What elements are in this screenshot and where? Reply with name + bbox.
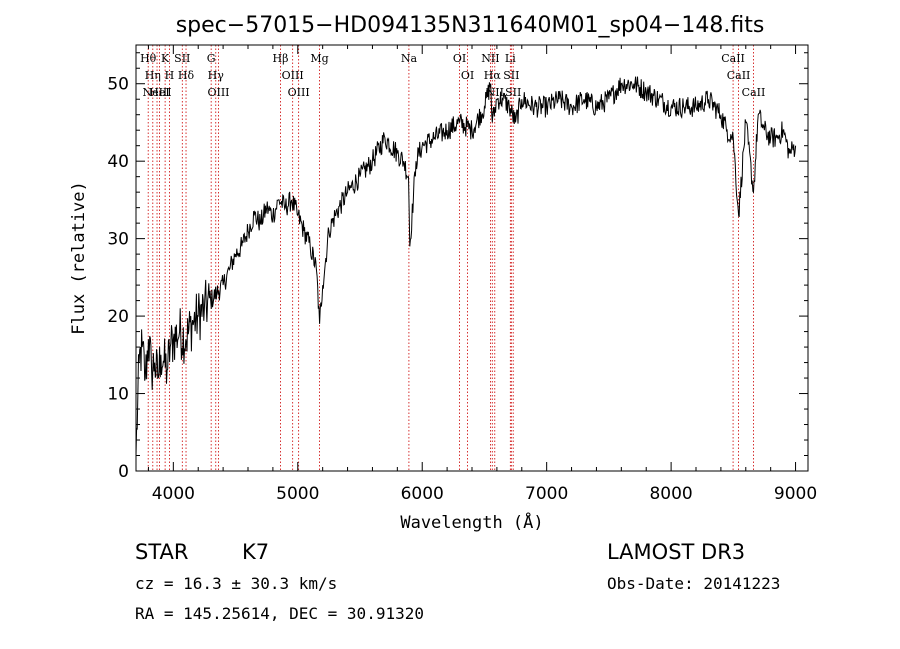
- marker-label-mg: Mg: [310, 52, 328, 65]
- y-axis-label: Flux (relative): [69, 181, 89, 335]
- marker-label-nii: NII: [486, 86, 504, 99]
- marker-label-g: G: [207, 52, 216, 65]
- marker-label-li: Li: [505, 52, 516, 65]
- y-tick-label: 10: [107, 385, 129, 405]
- marker-label-caii: CaII: [721, 52, 745, 65]
- marker-label-hη: Hη: [145, 69, 161, 82]
- marker-label-hβ: Hβ: [273, 52, 289, 65]
- x-tick-label: 6000: [401, 484, 444, 504]
- redshift-cz: cz = 16.3 ± 30.3 km/s: [135, 574, 337, 593]
- x-tick-label: 8000: [649, 484, 692, 504]
- x-axis-label: Wavelength (Å): [400, 511, 543, 533]
- marker-label-hα: Hα: [484, 69, 502, 82]
- spectrum-line: [135, 76, 797, 456]
- marker-label-na: Na: [401, 52, 418, 65]
- y-axis-ticks: 0 10 20 30 40 50: [107, 52, 808, 482]
- y-tick-label: 30: [107, 230, 129, 250]
- plot-frame: [135, 44, 809, 472]
- marker-label-neiii: NeIII: [142, 86, 171, 99]
- marker-label-oi: OI: [453, 52, 466, 65]
- marker-label-sii: SII: [174, 52, 190, 65]
- y-tick-label: 50: [107, 75, 129, 95]
- marker-label-caii: CaII: [742, 86, 766, 99]
- marker-label-hγ: Hγ: [208, 69, 225, 82]
- marker-label-oiii: OIII: [207, 86, 229, 99]
- coordinates: RA = 145.25614, DEC = 30.91320: [135, 604, 424, 623]
- x-axis-ticks: 4000 5000 6000 7000 8000 9000: [147, 45, 817, 504]
- observation-date: Obs-Date: 20141223: [607, 574, 780, 593]
- x-tick-label: 5000: [276, 484, 319, 504]
- chart-title: spec−57015−HD094135N311640M01_sp04−148.f…: [176, 13, 765, 38]
- marker-label-oiii: OIII: [282, 69, 304, 82]
- survey-name: LAMOST DR3: [607, 540, 745, 564]
- marker-label-hei: HeI: [149, 86, 169, 99]
- marker-label-oi: OI: [461, 69, 474, 82]
- spectral-line-markers: [147, 45, 754, 471]
- object-class: STAR: [135, 540, 188, 564]
- marker-label-h: H: [165, 69, 175, 82]
- marker-label-sii: SII: [505, 86, 521, 99]
- marker-label-sii: SII: [503, 69, 519, 82]
- marker-label-nii: NII: [481, 52, 499, 65]
- marker-label-hδ: Hδ: [178, 69, 195, 82]
- marker-label-k: K: [161, 52, 170, 65]
- x-tick-label: 7000: [525, 484, 568, 504]
- y-tick-label: 20: [107, 307, 129, 327]
- marker-label-oiii: OIII: [288, 86, 310, 99]
- y-tick-label: 0: [118, 462, 129, 482]
- x-tick-label: 9000: [774, 484, 817, 504]
- x-tick-label: 4000: [152, 484, 195, 504]
- object-subclass: K7: [242, 540, 269, 564]
- marker-label-hθ: Hθ: [140, 52, 157, 65]
- marker-label-caii: CaII: [727, 69, 751, 82]
- y-tick-label: 40: [107, 152, 129, 172]
